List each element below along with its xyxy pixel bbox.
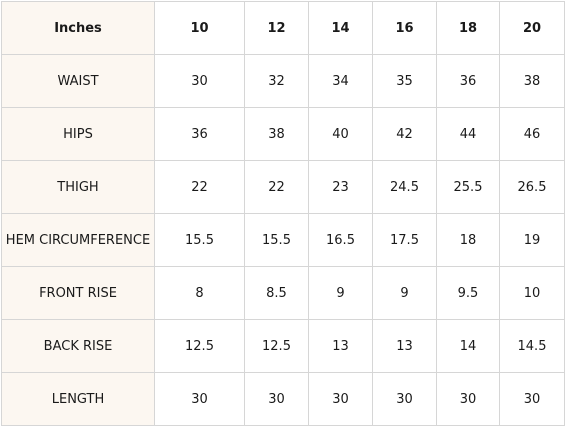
table-row: HIPS 36 38 40 42 44 46 xyxy=(1,107,565,161)
table-cell: 12.5 xyxy=(154,319,245,373)
table-cell: 46 xyxy=(499,107,565,161)
table-cell: 19 xyxy=(499,213,565,267)
table-cell: 9 xyxy=(308,266,373,320)
table-cell: 18 xyxy=(436,213,500,267)
table-cell: 38 xyxy=(499,54,565,108)
table-cell: 14 xyxy=(436,319,500,373)
table-cell: 36 xyxy=(436,54,500,108)
size-header: 16 xyxy=(372,1,437,55)
table-cell: 26.5 xyxy=(499,160,565,214)
table-cell: 8 xyxy=(154,266,245,320)
table-cell: 44 xyxy=(436,107,500,161)
table-cell: 24.5 xyxy=(372,160,437,214)
corner-label: Inches xyxy=(1,1,155,55)
table-cell: 13 xyxy=(372,319,437,373)
table-row: THIGH 22 22 23 24.5 25.5 26.5 xyxy=(1,160,565,214)
table-cell: 32 xyxy=(244,54,309,108)
table-row: LENGTH 30 30 30 30 30 30 xyxy=(1,372,565,426)
table-cell: 38 xyxy=(244,107,309,161)
table-cell: 22 xyxy=(244,160,309,214)
row-label: THIGH xyxy=(1,160,155,214)
size-header: 18 xyxy=(436,1,500,55)
table-row: WAIST 30 32 34 35 36 38 xyxy=(1,54,565,108)
table-cell: 8.5 xyxy=(244,266,309,320)
table-cell: 15.5 xyxy=(154,213,245,267)
table-cell: 22 xyxy=(154,160,245,214)
size-header: 14 xyxy=(308,1,373,55)
table-cell: 30 xyxy=(308,372,373,426)
table-cell: 9.5 xyxy=(436,266,500,320)
table-cell: 9 xyxy=(372,266,437,320)
table-cell: 14.5 xyxy=(499,319,565,373)
table-cell: 42 xyxy=(372,107,437,161)
table-cell: 30 xyxy=(244,372,309,426)
row-label: FRONT RISE xyxy=(1,266,155,320)
table-cell: 30 xyxy=(154,372,245,426)
table-cell: 30 xyxy=(154,54,245,108)
table-row: FRONT RISE 8 8.5 9 9 9.5 10 xyxy=(1,266,565,320)
table-cell: 25.5 xyxy=(436,160,500,214)
table-row: BACK RISE 12.5 12.5 13 13 14 14.5 xyxy=(1,319,565,373)
table-cell: 12.5 xyxy=(244,319,309,373)
row-label: BACK RISE xyxy=(1,319,155,373)
row-label: LENGTH xyxy=(1,372,155,426)
table-cell: 17.5 xyxy=(372,213,437,267)
row-label: HEM CIRCUMFERENCE xyxy=(1,213,155,267)
table-cell: 15.5 xyxy=(244,213,309,267)
table-cell: 16.5 xyxy=(308,213,373,267)
table-cell: 13 xyxy=(308,319,373,373)
table-cell: 30 xyxy=(436,372,500,426)
header-row: Inches 10 12 14 16 18 20 xyxy=(1,1,565,55)
size-header: 20 xyxy=(499,1,565,55)
table-cell: 35 xyxy=(372,54,437,108)
table-cell: 40 xyxy=(308,107,373,161)
size-header: 10 xyxy=(154,1,245,55)
table-cell: 23 xyxy=(308,160,373,214)
table-cell: 34 xyxy=(308,54,373,108)
table-cell: 36 xyxy=(154,107,245,161)
row-label: WAIST xyxy=(1,54,155,108)
table-cell: 30 xyxy=(499,372,565,426)
table-cell: 10 xyxy=(499,266,565,320)
table-row: HEM CIRCUMFERENCE 15.5 15.5 16.5 17.5 18… xyxy=(1,213,565,267)
row-label: HIPS xyxy=(1,107,155,161)
size-header: 12 xyxy=(244,1,309,55)
table-cell: 30 xyxy=(372,372,437,426)
